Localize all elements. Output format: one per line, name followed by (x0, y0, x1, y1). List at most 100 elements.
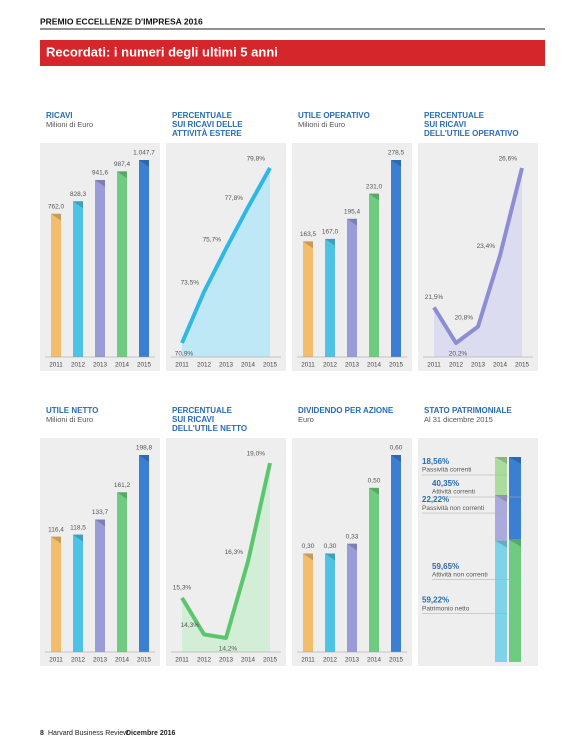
line (432, 167, 524, 345)
segment-value: 59,22% (422, 596, 449, 605)
x-tick-label: 2013 (471, 362, 486, 369)
segment-value: 40,35% (432, 479, 459, 488)
bar-cap (139, 160, 149, 167)
panel-subtitle: Milioni di Euro (46, 120, 93, 129)
value-label: 19,0% (247, 451, 266, 458)
value-label: 1.047,7 (133, 150, 155, 157)
x-tick-label: 2013 (345, 657, 360, 664)
bar-cap (347, 543, 357, 551)
value-label: 0,60 (390, 445, 403, 452)
panel-title: DELL'UTILE OPERATIVO (424, 129, 519, 138)
x-tick-label: 2012 (197, 657, 212, 664)
x-tick-label: 2013 (219, 657, 234, 664)
value-label: 133,7 (92, 509, 109, 516)
x-tick-label: 2011 (175, 657, 189, 664)
value-label: 73,5% (181, 280, 200, 287)
x-tick-label: 2011 (427, 362, 441, 369)
value-label: 278,5 (388, 150, 405, 157)
segment-name: Patrimonio netto (422, 605, 470, 612)
title-banner (40, 40, 545, 66)
panel-subtitle: Euro (298, 415, 314, 424)
x-tick-label: 2015 (263, 657, 278, 664)
line (180, 462, 272, 640)
segment-cap (509, 457, 521, 464)
page-number: 8 (40, 730, 44, 737)
bar-cap (73, 201, 83, 209)
bar (303, 241, 313, 357)
segment-value: 18,56% (422, 457, 449, 466)
value-label: 161,2 (114, 482, 131, 489)
value-label: 163,5 (300, 231, 317, 238)
segment-cap (495, 457, 507, 464)
x-tick-label: 2013 (93, 362, 108, 369)
bar (391, 455, 401, 652)
x-tick-label: 2015 (515, 362, 530, 369)
bar-cap (95, 519, 105, 527)
panel-title: UTILE NETTO (46, 406, 98, 415)
value-label: 70,9% (175, 351, 194, 358)
bar (347, 543, 357, 652)
x-tick-label: 2011 (49, 657, 63, 664)
bar-cap (303, 241, 313, 249)
bar (369, 487, 379, 652)
x-tick-label: 2012 (323, 362, 338, 369)
bar (73, 534, 83, 652)
value-label: 0,33 (346, 533, 359, 540)
panel-title: SUI RICAVI DELLE (172, 120, 243, 129)
stack-segment (495, 495, 507, 541)
value-label: 21,5% (425, 294, 444, 301)
kicker: PREMIO ECCELLENZE D'IMPRESA 2016 (40, 16, 203, 26)
value-label: 195,4 (344, 209, 361, 216)
segment-name: Attività non correnti (432, 571, 488, 578)
value-label: 941,6 (92, 170, 109, 177)
bar-cap (325, 553, 335, 561)
stack-segment (509, 457, 521, 540)
value-label: 0,30 (302, 543, 315, 550)
area (182, 168, 270, 357)
bar-cap (391, 455, 401, 462)
value-label: 15,3% (173, 585, 192, 592)
value-label: 167,0 (322, 229, 339, 236)
bar (391, 160, 401, 357)
bar-cap (347, 218, 357, 226)
panel-title: ATTIVITÀ ESTERE (172, 129, 242, 138)
x-tick-label: 2014 (367, 362, 382, 369)
segment-cap (495, 540, 507, 548)
issue: Dicembre 2016 (126, 730, 176, 737)
bar-cap (303, 553, 313, 561)
x-tick-label: 2015 (137, 657, 152, 664)
segment-name: Passività correnti (422, 467, 472, 474)
x-tick-label: 2014 (115, 362, 130, 369)
bar-cap (95, 179, 105, 187)
bar (139, 160, 149, 357)
value-label: 828,3 (70, 191, 87, 198)
area (434, 168, 522, 357)
x-tick-label: 2015 (389, 657, 404, 664)
panel-title: UTILE OPERATIVO (298, 111, 370, 120)
x-tick-label: 2014 (493, 362, 508, 369)
bar (117, 171, 127, 357)
panel-title: RICAVI (46, 111, 73, 120)
x-tick-label: 2012 (197, 362, 212, 369)
x-tick-label: 2011 (175, 362, 189, 369)
panel-title: DELL'UTILE NETTO (172, 424, 247, 433)
x-tick-label: 2014 (241, 362, 256, 369)
x-tick-label: 2012 (71, 362, 86, 369)
bar (325, 238, 335, 357)
x-tick-label: 2012 (323, 657, 338, 664)
bar-cap (51, 536, 61, 544)
value-label: 198,8 (136, 445, 153, 452)
magazine: Harvard Business Review (48, 730, 129, 737)
x-tick-label: 2015 (137, 362, 152, 369)
value-label: 116,4 (48, 526, 64, 533)
panel-title: PERCENTUALE (172, 111, 233, 120)
segment-value: 22,22% (422, 495, 449, 504)
value-label: 0,50 (368, 478, 381, 485)
bar-cap (117, 492, 127, 500)
value-label: 14,2% (219, 646, 238, 653)
x-tick-label: 2011 (49, 362, 63, 369)
area (182, 463, 270, 652)
bar-cap (51, 213, 61, 221)
value-label: 75,7% (203, 236, 222, 243)
